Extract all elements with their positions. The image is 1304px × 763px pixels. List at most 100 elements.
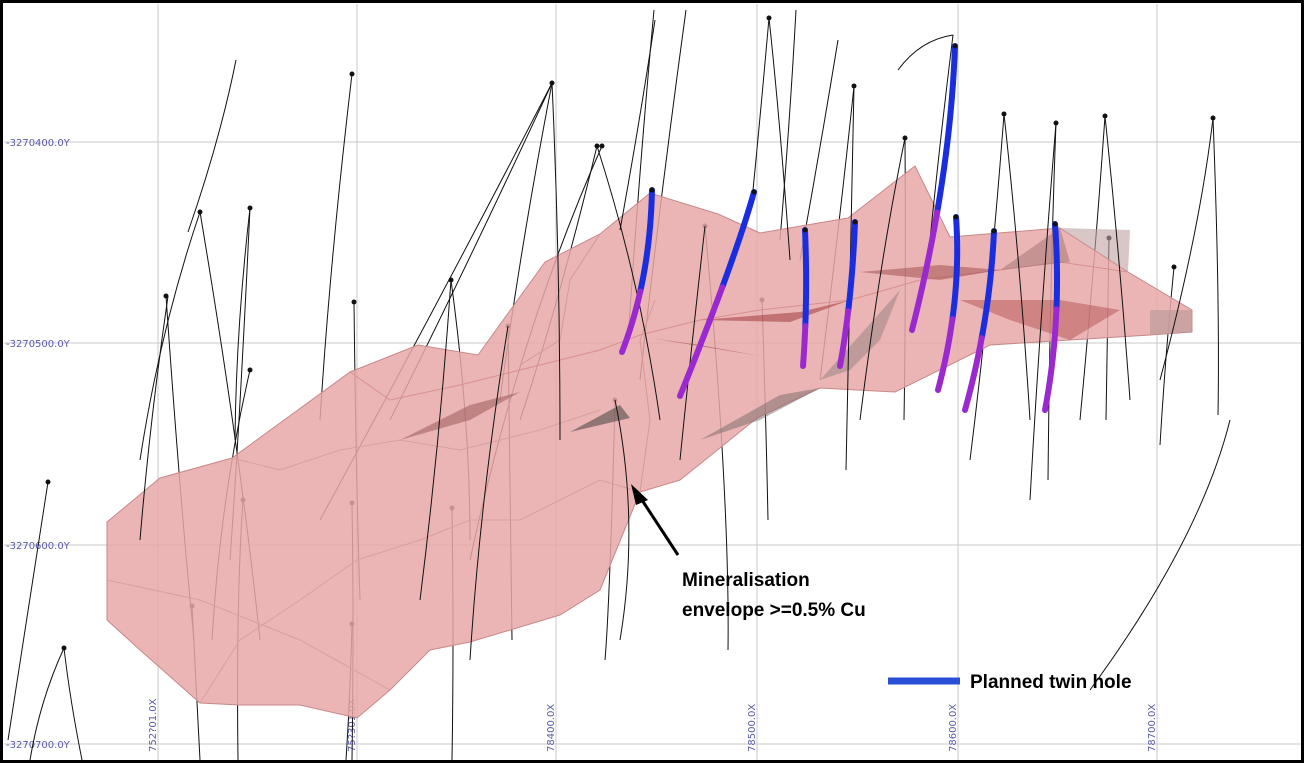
twin-hole-segment-in-envelope — [619, 288, 644, 355]
collar-marker — [952, 43, 958, 49]
envelope-shadow — [960, 300, 1120, 340]
drill-trace — [679, 225, 706, 461]
twin-hole-segment-in-envelope — [935, 316, 956, 393]
twin-hole-segment — [949, 214, 961, 323]
drill-trace — [551, 82, 561, 441]
collar-marker — [1171, 264, 1177, 270]
twin-hole-segment-in-envelope — [962, 335, 985, 413]
grid-y-labels: -3270400.0Y -3270500.0Y -3270600.0Y -327… — [6, 138, 71, 751]
drill-trace — [751, 17, 770, 201]
planned-twin-holes — [619, 43, 1061, 413]
envelope-shadow — [700, 300, 850, 322]
grid-x-label: 78500.0X — [747, 704, 758, 752]
drill-trace — [1003, 113, 1031, 421]
twin-hole-segment — [637, 187, 655, 295]
arrow-head — [631, 484, 648, 505]
envelope-shadow — [400, 392, 520, 440]
collar-marker — [163, 293, 169, 299]
envelope-fold — [519, 233, 601, 366]
drill-trace — [139, 295, 169, 541]
twin-hole-segment-in-envelope — [1042, 306, 1060, 413]
drill-trace — [469, 325, 509, 661]
collar-marker — [349, 71, 355, 77]
drill-trace — [859, 137, 906, 421]
planned-twin-hole — [800, 227, 810, 369]
drill-trace — [929, 34, 954, 241]
twin-hole-segment — [719, 189, 757, 291]
envelope-shadow — [650, 338, 760, 356]
twin-hole-segment-in-envelope — [909, 209, 941, 333]
drill-traces — [139, 17, 1214, 661]
planned-twin-hole — [677, 189, 757, 399]
drill-trace — [7, 481, 49, 741]
twin-hole-segment — [802, 227, 810, 330]
planned-twin-hole — [1042, 221, 1061, 413]
annotation-line-1: Mineralisation — [682, 570, 810, 591]
grid-y-label: -3270400.0Y — [6, 138, 71, 149]
drill-trace — [187, 59, 237, 233]
legend-label: Planned twin hole — [970, 672, 1132, 693]
drill-trace — [779, 9, 797, 241]
annotation-line-2: envelope >=0.5% Cu — [682, 600, 866, 621]
drill-trace — [897, 34, 954, 71]
twin-hole-segment — [934, 43, 958, 216]
arrow-shaft — [638, 496, 680, 556]
envelope-shadow — [700, 388, 820, 440]
collar-marker — [649, 187, 655, 193]
envelope-fold — [106, 579, 391, 691]
drill-trace — [1159, 117, 1214, 381]
grid-y-label: -3270500.0Y — [6, 339, 71, 350]
collar-marker — [802, 227, 808, 233]
twin-hole-segment-in-envelope — [837, 308, 852, 369]
drill-trace — [1212, 117, 1219, 416]
drill-trace — [1104, 115, 1131, 401]
annotation-arrow — [631, 484, 680, 556]
collar-marker — [351, 299, 357, 305]
drill-trace — [619, 19, 656, 231]
collar-marker — [991, 228, 997, 234]
envelope-shadow — [570, 405, 630, 432]
twin-hole-segment — [845, 219, 858, 315]
planned-twin-hole — [619, 187, 655, 355]
envelope-shadow — [1060, 228, 1130, 272]
drill-trace — [768, 17, 791, 261]
planned-twin-hole — [935, 214, 961, 393]
collar-marker — [751, 189, 757, 195]
drill-trace — [1089, 419, 1231, 691]
collar-marker — [953, 214, 959, 220]
twin-hole-segment — [1052, 221, 1061, 313]
collar-marker — [1052, 221, 1058, 227]
twin-hole-segment-in-envelope — [677, 284, 726, 399]
envelope-fold — [639, 299, 656, 493]
drill-trace — [29, 647, 65, 761]
collar-marker — [247, 367, 253, 373]
grid-x-label: 78700.0X — [1147, 704, 1158, 752]
drill-trace — [614, 399, 630, 641]
grid-x-label: 78600.0X — [948, 704, 959, 752]
envelope-shadow — [860, 265, 1000, 280]
collar-marker — [45, 479, 51, 485]
twin-hole-segment-in-envelope — [800, 323, 809, 369]
drill-trace — [419, 279, 452, 601]
envelope-fold — [199, 479, 641, 704]
twin-hole-segment — [978, 228, 997, 342]
drill-trace — [1029, 122, 1057, 501]
planned-twin-hole — [962, 228, 997, 413]
collar-marker — [599, 143, 605, 149]
envelope-shadow — [1000, 228, 1070, 270]
planned-twin-hole — [837, 219, 858, 369]
drill-trace — [319, 73, 353, 421]
grid-x-label: 752?01.0X — [148, 698, 159, 752]
legend: Planned twin hole — [888, 672, 1132, 693]
planned-twin-hole — [909, 43, 958, 333]
envelope-shadow — [1150, 310, 1192, 335]
grid-y-label: -3270700.0Y — [6, 740, 71, 751]
drill-trace — [139, 211, 201, 461]
drill-trace — [234, 207, 251, 441]
drill-trace — [596, 145, 661, 421]
drill-trace — [63, 647, 83, 761]
grid-x-label: 78400.0X — [546, 704, 557, 752]
